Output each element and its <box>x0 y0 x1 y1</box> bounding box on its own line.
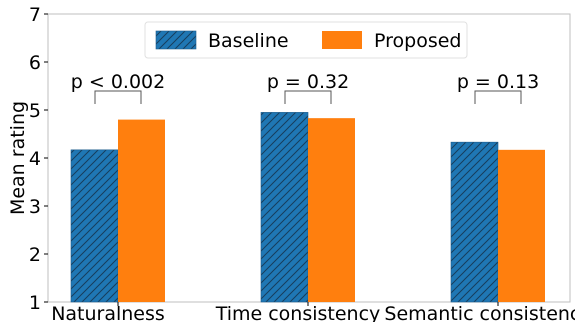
bar-baseline-0 <box>70 149 119 303</box>
bar-proposed-0 <box>118 119 165 302</box>
legend-swatch-baseline <box>155 30 197 50</box>
legend-swatch-proposed <box>322 31 362 49</box>
p-value-annotation: p = 0.13 <box>457 71 539 93</box>
bar-baseline-2 <box>450 141 499 303</box>
plot-area: 1 2 3 4 5 6 7 Mean rating Naturalness Time consis… <box>7 4 575 322</box>
p-value-annotation: p = 0.32 <box>267 71 349 93</box>
significance-bracket <box>284 90 332 104</box>
x-tick-label: Time consistency <box>215 303 381 322</box>
y-tick-label: 4 <box>29 148 41 170</box>
bar-proposed-1 <box>308 118 355 302</box>
legend-label: Baseline <box>208 30 289 52</box>
significance-bracket <box>474 90 522 104</box>
y-tick-label: 6 <box>29 52 41 74</box>
significance-bracket <box>94 90 142 104</box>
legend-box <box>144 21 468 59</box>
x-tick-label: Semantic consistency <box>384 303 575 322</box>
bar-baseline-1 <box>260 112 309 303</box>
y-tick-label: 7 <box>29 4 41 26</box>
legend-label: Proposed <box>374 30 461 52</box>
p-value-annotation: p < 0.002 <box>71 71 165 93</box>
y-tick-label: 3 <box>29 196 41 218</box>
y-axis-label: Mean rating <box>7 101 29 215</box>
y-tick-label: 5 <box>29 100 41 122</box>
x-tick-label: Naturalness <box>51 303 165 322</box>
y-tick-label: 2 <box>29 244 41 266</box>
bar-proposed-2 <box>498 149 545 302</box>
y-tick-label: 1 <box>29 292 41 314</box>
